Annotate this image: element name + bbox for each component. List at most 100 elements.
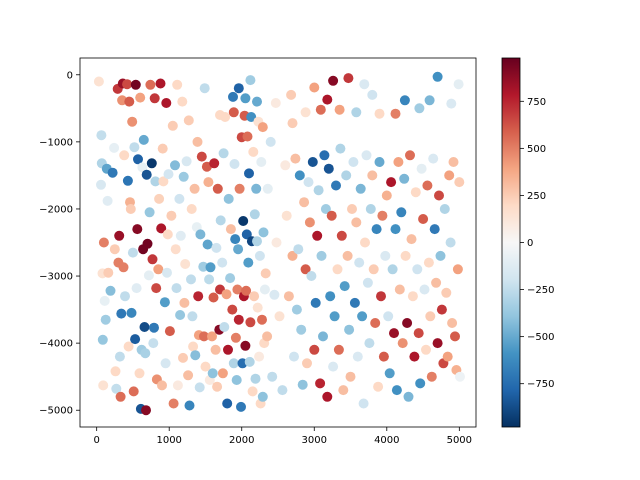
data-point [300, 107, 311, 118]
data-point [252, 236, 262, 247]
data-point [319, 150, 330, 161]
data-point [283, 291, 294, 302]
data-point [391, 385, 402, 396]
data-point [162, 267, 172, 278]
data-point [304, 217, 315, 228]
data-point [120, 291, 130, 302]
data-point [291, 304, 302, 315]
data-point [344, 324, 355, 335]
data-point [230, 332, 241, 343]
data-point [410, 187, 421, 198]
x-tick-label: 3000 [302, 435, 327, 446]
data-point [405, 150, 415, 161]
data-point [109, 244, 120, 255]
data-point [374, 157, 385, 167]
data-point [116, 308, 127, 319]
data-point [441, 287, 452, 298]
data-point [444, 170, 455, 181]
data-point [315, 378, 326, 389]
data-point [236, 401, 246, 412]
colorbar-tick-label: 750 [527, 97, 546, 108]
data-point [96, 130, 107, 141]
data-point [287, 118, 298, 129]
data-point [225, 273, 236, 284]
data-point [200, 361, 211, 372]
data-point [233, 83, 244, 94]
data-point [402, 318, 413, 328]
data-point [280, 160, 291, 171]
data-point [183, 370, 194, 381]
data-point [157, 380, 167, 391]
data-point [143, 270, 154, 281]
data-point [320, 204, 331, 214]
data-point [367, 89, 378, 100]
y-tick-label: −1000 [39, 137, 73, 148]
data-point [331, 180, 341, 191]
data-point [244, 168, 254, 179]
data-point [193, 291, 204, 302]
data-point [267, 371, 278, 382]
data-point [212, 183, 223, 194]
data-point [406, 234, 417, 245]
data-point [135, 92, 146, 103]
data-point [442, 351, 453, 362]
data-point [290, 153, 301, 164]
data-point [328, 361, 339, 372]
data-point [217, 368, 228, 379]
data-point [313, 185, 324, 196]
data-point [297, 379, 308, 390]
data-point [111, 383, 122, 394]
data-point [132, 224, 143, 235]
data-point [125, 204, 136, 214]
data-point [345, 371, 356, 382]
data-point [188, 341, 199, 352]
colorbar-tick-label: 250 [527, 191, 546, 202]
data-point [422, 180, 433, 191]
data-point [378, 351, 389, 362]
data-point [175, 230, 186, 241]
data-point [271, 237, 282, 248]
data-point [326, 210, 337, 221]
data-point [127, 116, 138, 127]
data-point [114, 351, 125, 362]
data-point [122, 79, 133, 90]
data-point [210, 344, 221, 355]
data-point [416, 163, 427, 174]
plot-frame [79, 57, 477, 428]
data-point [260, 268, 271, 279]
data-point [223, 344, 233, 355]
data-point [333, 344, 344, 355]
data-point [412, 264, 423, 275]
data-point [126, 307, 137, 318]
data-point [347, 204, 357, 214]
data-point [450, 331, 460, 342]
data-point [159, 297, 170, 308]
data-point [364, 338, 375, 349]
data-point [436, 304, 447, 315]
x-tick-label: 0 [93, 435, 99, 446]
data-point [423, 257, 434, 268]
data-point [262, 331, 273, 342]
data-point [325, 291, 336, 302]
data-point [431, 277, 442, 288]
data-point [219, 322, 230, 332]
data-point [177, 96, 188, 107]
data-point [403, 391, 414, 402]
data-point [455, 371, 465, 382]
data-point [123, 341, 134, 352]
data-point [426, 371, 437, 382]
data-point [281, 210, 292, 221]
data-point [245, 317, 256, 328]
data-point [241, 229, 252, 240]
data-point [390, 224, 401, 235]
data-point [221, 289, 232, 300]
data-point [310, 297, 321, 308]
data-point [393, 157, 404, 167]
data-point [238, 216, 249, 226]
data-point [149, 322, 159, 333]
data-point [240, 93, 251, 104]
data-point [418, 214, 429, 224]
data-point [156, 223, 167, 234]
data-point [407, 291, 418, 302]
data-point [227, 304, 238, 315]
